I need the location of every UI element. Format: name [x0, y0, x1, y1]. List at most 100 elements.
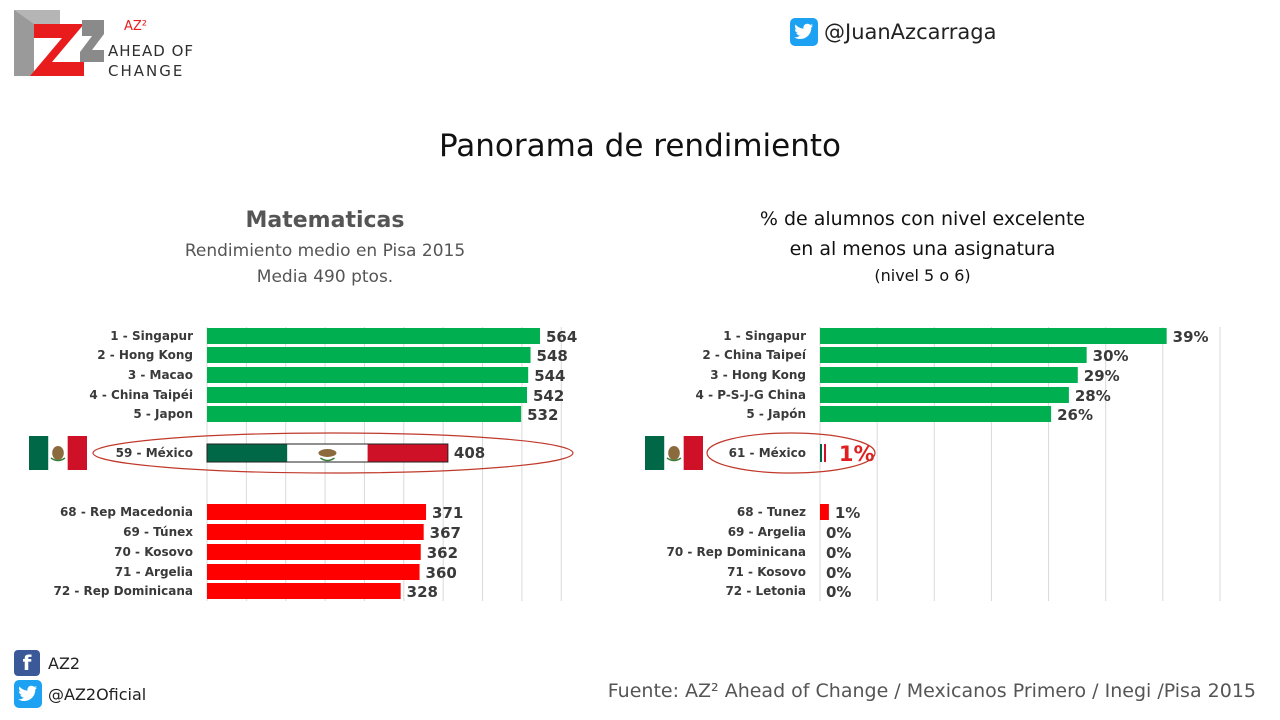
left-chart-category-label: 1 - Singapur: [110, 329, 193, 343]
left-chart-mexico-bar-outline: [206, 443, 449, 463]
left-chart-bar: [207, 524, 424, 540]
right-chart-category-label: 3 - Hong Kong: [710, 368, 806, 382]
left-chart-category-label: 59 - México: [116, 446, 193, 460]
right-chart-bar: [820, 406, 1052, 422]
left-chart-category-label: 68 - Rep Macedonia: [60, 505, 193, 519]
az2-logo-mark: AZ² AHEAD OF CHANGE: [14, 10, 194, 80]
right-chart-category-label: 70 - Rep Dominicana: [666, 545, 806, 559]
left-chart-mexico-bar-flag-green: [207, 444, 288, 462]
twitter-icon: [790, 18, 818, 46]
left-chart-category-label: 2 - Hong Kong: [97, 348, 193, 362]
right-chart-value-label: 39%: [1173, 328, 1209, 346]
left-chart-subtitle-1: Rendimiento medio en Pisa 2015: [184, 241, 466, 261]
twitter-header[interactable]: @JuanAzcarraga: [790, 18, 996, 46]
left-chart-value-label: 542: [533, 387, 564, 405]
right-chart-category-label: 2 - China Taipeí: [702, 348, 807, 362]
left-chart-value-label: 328: [407, 583, 438, 601]
left-bar-chart: 1 - Singapur 564 2 - Hong Kong 548 3 - Macao…: [29, 327, 577, 601]
left-chart-bar: [207, 367, 529, 383]
left-chart-bar: [207, 347, 531, 363]
left-chart-value-label: 367: [430, 524, 461, 542]
right-chart-mexico-highlight-ellipse: [706, 432, 876, 474]
logo-small-text: AZ²: [124, 19, 147, 34]
right-chart-value-label: 26%: [1057, 406, 1093, 424]
page-title: Panorama de rendimiento: [438, 128, 842, 164]
facebook-label: AZ2: [48, 653, 81, 673]
left-chart-mexico-icon-flag-emblem: [52, 446, 64, 460]
left-chart-subtitle-2: Media 490 ptos.: [256, 267, 394, 287]
left-chart-mexico-bar-flag-emblem: [318, 449, 337, 457]
left-chart-mexico-icon-flag-red: [67, 436, 87, 470]
left-chart-category-label: 71 - Argelia: [115, 565, 193, 579]
left-chart-category-label: 3 - Macao: [128, 368, 193, 382]
left-chart-bar: [207, 564, 420, 580]
right-chart-title-2: en al menos una asignatura: [789, 238, 1056, 260]
left-chart-mexico-bar-flag-wreath: [320, 457, 335, 462]
right-chart-mexico-value-label: 1%: [839, 442, 875, 466]
az2-logo: AZ² AHEAD OF CHANGE: [12, 10, 212, 82]
right-chart-bar: [820, 328, 1167, 344]
right-chart-bar: [820, 347, 1087, 363]
right-chart-category-label: 61 - México: [729, 446, 806, 460]
left-chart-mexico-bar-flag-red: [367, 444, 448, 462]
right-chart-category-label: 4 - P-S-J-G China: [696, 388, 806, 402]
left-chart-value-label: 360: [426, 564, 457, 582]
left-chart-category-label: 72 - Rep Dominicana: [53, 584, 193, 598]
left-chart-category-label: 70 - Kosovo: [114, 545, 193, 559]
right-chart-category-label: 1 - Singapur: [723, 329, 806, 343]
right-chart-category-label: 69 - Argelia: [728, 525, 806, 539]
right-chart-mexico-icon-flag-emblem: [668, 446, 680, 460]
right-chart-value-label: 0%: [826, 583, 851, 601]
right-chart-mexico-icon-flag-wreath: [666, 457, 682, 462]
right-chart-mexico-bar-red: [824, 444, 826, 462]
left-chart-bar: [207, 387, 528, 403]
right-chart-bar: [820, 504, 829, 520]
left-chart-bar: [207, 583, 401, 599]
right-chart-value-label: 29%: [1084, 367, 1120, 385]
left-chart-value-label: 548: [537, 347, 568, 365]
left-chart-category-label: 69 - Túnex: [123, 525, 193, 539]
left-chart-title: Matematicas: [245, 208, 405, 233]
left-chart-category-label: 4 - China Taipéi: [89, 388, 193, 402]
left-chart-bar: [207, 328, 540, 344]
right-chart-bar: [820, 367, 1078, 383]
right-chart-value-label: 0%: [826, 524, 851, 542]
twitter-footer-label: @AZ2Oficial: [48, 684, 147, 704]
right-chart-value-label: 1%: [835, 504, 860, 522]
right-chart-title-3: (nivel 5 o 6): [874, 266, 971, 285]
right-bar-chart: 1 - Singapur 39% 2 - China Taipeí 30% 3 - Ho…: [645, 327, 1221, 601]
left-chart-bar: [207, 504, 427, 520]
facebook-link[interactable]: f AZ2: [14, 650, 80, 676]
right-chart-category-label: 71 - Kosovo: [727, 565, 806, 579]
right-chart-category-label: 68 - Tunez: [737, 505, 806, 519]
right-chart-category-label: 5 - Japón: [746, 407, 806, 421]
right-chart-value-label: 0%: [826, 544, 851, 562]
left-chart-bar: [207, 406, 522, 422]
left-chart-mexico-value-label: 408: [454, 444, 485, 462]
left-chart-value-label: 564: [546, 328, 577, 346]
left-chart-mexico-highlight-ellipse: [92, 432, 574, 474]
right-chart-mexico-icon-flag-red: [683, 436, 703, 470]
right-chart-mexico-icon-flag-green: [645, 436, 665, 470]
right-chart-bar: [820, 387, 1069, 403]
logo-line1: AHEAD OF: [108, 42, 194, 60]
twitter-footer-link[interactable]: @AZ2Oficial: [14, 680, 146, 708]
left-chart-category-label: 5 - Japon: [133, 407, 193, 421]
facebook-icon: f: [14, 650, 40, 676]
left-chart-value-label: 362: [427, 544, 458, 562]
twitter-footer-icon: [14, 680, 42, 708]
twitter-handle: @JuanAzcarraga: [824, 20, 997, 44]
right-chart-mexico-bar-green: [820, 444, 822, 462]
left-chart-value-label: 532: [527, 406, 558, 424]
left-chart-bar: [207, 544, 421, 560]
right-chart-category-label: 72 - Letonia: [725, 584, 806, 598]
right-chart-value-label: 0%: [826, 564, 851, 582]
left-chart-value-label: 371: [432, 504, 463, 522]
left-chart-mexico-icon-flag-green: [29, 436, 49, 470]
left-chart-mexico-icon-flag-wreath: [50, 457, 66, 462]
left-chart-value-label: 544: [534, 367, 565, 385]
right-chart-title-1: % de alumnos con nivel excelente: [759, 208, 1086, 230]
logo-line2: CHANGE: [108, 62, 184, 80]
right-chart-value-label: 30%: [1093, 347, 1129, 365]
